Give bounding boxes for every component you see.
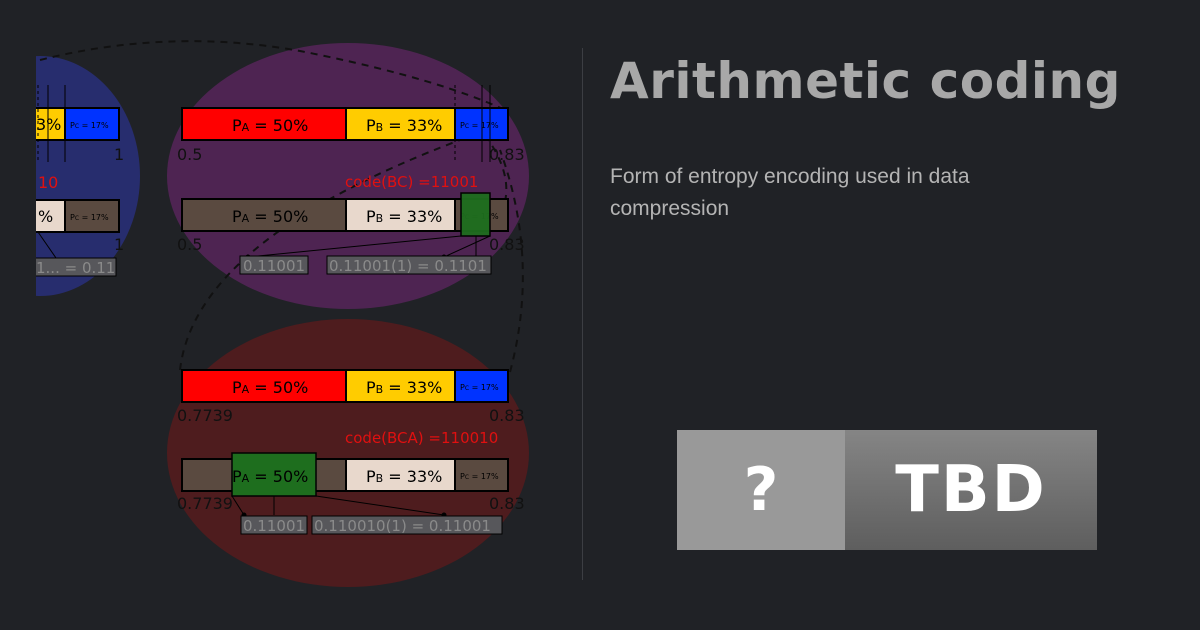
mb-bin1-text: 0.11001 xyxy=(243,517,305,535)
left-bar2-b-text: % xyxy=(38,207,53,226)
mb-bar2-b-text: PB = 33% xyxy=(366,467,442,486)
mb-code: code(BCA) =110010 xyxy=(345,429,498,447)
mb-bar1-c xyxy=(454,369,509,403)
mt-code: code(BC) =11001 xyxy=(345,173,478,191)
mb-bar1-b-text: PB = 33% xyxy=(366,378,442,397)
mt-bar1-b xyxy=(345,107,456,141)
mt-bar2-a-text: PA = 50% xyxy=(232,207,308,226)
mb-lo2: 0.7739 xyxy=(177,494,233,513)
left-code-partial: 10 xyxy=(38,173,58,192)
left-bin-text: 1... = 0.11 xyxy=(36,259,115,277)
mb-bar2-c xyxy=(454,458,509,492)
mt-highlight xyxy=(460,192,491,237)
left-connector xyxy=(37,231,57,259)
mb-connectors xyxy=(231,495,445,516)
mt-bar2-b xyxy=(345,198,456,232)
left-bar-c-text: PC = 17% xyxy=(70,121,109,130)
left-bar-b-text: 3% xyxy=(36,115,61,134)
left-bin-box xyxy=(36,257,117,277)
mt-bar1-a xyxy=(181,107,347,141)
mt-hi2: 0.83 xyxy=(489,235,525,254)
mt-lo2: 0.5 xyxy=(177,235,202,254)
mb-lo: 0.7739 xyxy=(177,406,233,425)
connector-right-arc xyxy=(499,149,524,373)
mb-bin1-box xyxy=(240,515,308,535)
left-bar2-c xyxy=(64,199,120,233)
mb-hi: 0.83 xyxy=(489,406,525,425)
left-tick-bottom: 1 xyxy=(114,235,124,254)
mb-bar1-b xyxy=(345,369,456,403)
mt-bin1-box xyxy=(239,255,309,275)
mt-bar1-b-text: PB = 33% xyxy=(366,116,442,135)
badge-tbd: TBD xyxy=(845,430,1097,550)
mt-lo: 0.5 xyxy=(177,145,202,164)
mt-hi: 0.83 xyxy=(489,145,525,164)
mb-bar1-c-text: PC = 17% xyxy=(460,383,499,392)
mt-bin2-box xyxy=(326,255,492,275)
mt-bin2-text: 0.11001(1) = 0.1101 xyxy=(329,257,487,275)
page-title: Arithmetic coding xyxy=(610,52,1121,110)
mb-bar2-c-text: PC = 17% xyxy=(460,472,499,481)
mb-hi2: 0.83 xyxy=(489,494,525,513)
badge-question-mark: ? xyxy=(677,430,845,550)
mb-bar2-a-text: PA = 50% xyxy=(232,467,308,486)
mb-bar1-a-text: PA = 50% xyxy=(232,378,308,397)
mt-bar1-c-text: PC = 17% xyxy=(460,121,499,130)
mt-bin1-text: 0.11001 xyxy=(243,257,305,275)
mt-connectors xyxy=(247,235,491,258)
left-bar2-c-text: PC = 17% xyxy=(70,213,109,222)
left-tick-top: 1 xyxy=(114,145,124,164)
connector-top-arc xyxy=(39,40,506,111)
connector-left-arc xyxy=(179,139,461,371)
mt-bar2-b-text: PB = 33% xyxy=(366,207,442,226)
left-bar2-b xyxy=(36,199,66,233)
red-circle xyxy=(167,319,529,587)
vertical-divider xyxy=(582,48,583,580)
arithmetic-coding-diagram: 3% PC = 17% 1 10 % PC = 17% 1 1... = 0.1… xyxy=(36,40,529,587)
status-badge: ? TBD xyxy=(677,430,1097,550)
mb-bin2-box xyxy=(311,515,503,535)
mb-highlight xyxy=(231,452,317,497)
mt-bar2-a xyxy=(181,198,347,232)
mb-bin2-text: 0.110010(1) = 0.11001 xyxy=(314,517,491,535)
mt-bar1-a-text: PA = 50% xyxy=(232,116,308,135)
mb-bar1-a xyxy=(181,369,347,403)
page-subtitle: Form of entropy encoding used in data co… xyxy=(610,165,970,220)
